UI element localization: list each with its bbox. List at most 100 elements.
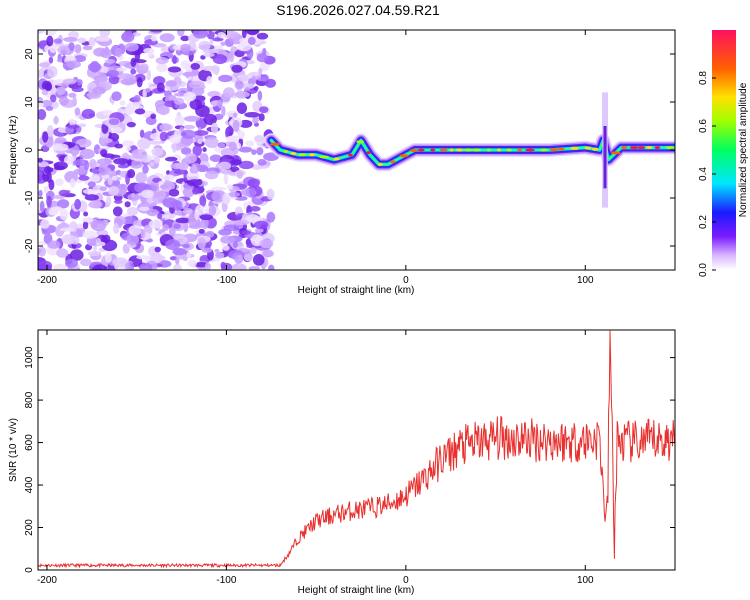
noise-blob bbox=[152, 76, 166, 86]
noise-blob bbox=[153, 156, 160, 164]
snr-y-label: SNR (10 * v/v) bbox=[8, 418, 19, 482]
noise-blob bbox=[199, 195, 207, 207]
noise-blob bbox=[155, 56, 169, 65]
noise-blob bbox=[38, 69, 45, 79]
noise-blob bbox=[43, 185, 49, 194]
noise-blob bbox=[160, 180, 176, 193]
noise-blob bbox=[163, 174, 175, 181]
noise-blob bbox=[248, 266, 260, 270]
ridge-hotspot bbox=[319, 155, 330, 159]
noise-blob bbox=[258, 68, 263, 75]
noise-blob bbox=[210, 186, 227, 191]
noise-blob bbox=[62, 78, 77, 85]
noise-blob bbox=[69, 249, 84, 261]
noise-blob bbox=[232, 241, 238, 248]
noise-blob bbox=[38, 246, 47, 257]
noise-blob bbox=[172, 200, 183, 212]
noise-blob bbox=[112, 257, 129, 268]
noise-blob bbox=[212, 37, 224, 42]
noise-blob bbox=[220, 235, 236, 244]
noise-blob bbox=[96, 158, 113, 166]
noise-blob bbox=[256, 53, 268, 63]
noise-blob bbox=[42, 131, 49, 143]
noise-blob bbox=[180, 35, 190, 42]
noise-blob bbox=[199, 214, 213, 221]
noise-blob bbox=[234, 80, 244, 90]
noise-blob bbox=[82, 188, 98, 195]
noise-blob bbox=[162, 224, 170, 232]
ridge-hotspot bbox=[399, 154, 409, 158]
noise-blob bbox=[74, 44, 82, 54]
noise-blob bbox=[203, 113, 217, 126]
noise-blob bbox=[217, 31, 226, 39]
noise-blob bbox=[218, 143, 226, 148]
noise-blob bbox=[87, 62, 102, 72]
noise-blob bbox=[114, 143, 124, 149]
colorbar-tick-label: 0.0 bbox=[698, 263, 709, 277]
noise-blob bbox=[117, 164, 129, 169]
noise-blob bbox=[91, 220, 107, 232]
noise-blob bbox=[87, 250, 102, 257]
ridge-hotspot bbox=[584, 146, 592, 150]
noise-blob bbox=[238, 160, 254, 170]
noise-blob bbox=[168, 226, 176, 237]
noise-blob bbox=[116, 67, 128, 72]
noise-blob bbox=[108, 118, 120, 126]
noise-blob bbox=[245, 140, 255, 147]
noise-blob bbox=[231, 263, 247, 270]
noise-blob bbox=[173, 263, 182, 270]
noise-blob bbox=[142, 164, 149, 174]
noise-blob bbox=[268, 264, 275, 270]
noise-blob bbox=[218, 74, 233, 83]
spectrogram-y-ticks: -20 -10 0 10 20 bbox=[24, 48, 675, 253]
noise-blob bbox=[104, 58, 116, 64]
noise-blob bbox=[204, 170, 219, 180]
noise-blob bbox=[136, 76, 143, 88]
noise-blob bbox=[124, 42, 139, 52]
noise-blob bbox=[99, 186, 108, 191]
noise-blob bbox=[92, 86, 106, 95]
noise-blob bbox=[180, 147, 192, 155]
noise-blob bbox=[138, 206, 150, 212]
colorbar-tick-label: 0.6 bbox=[698, 119, 709, 133]
noise-blob bbox=[131, 148, 148, 160]
noise-blob bbox=[220, 41, 226, 47]
noise-blob bbox=[135, 171, 148, 184]
noise-blob bbox=[145, 87, 151, 93]
noise-blob bbox=[188, 80, 205, 89]
disturbance-core bbox=[603, 126, 607, 189]
noise-blob bbox=[202, 65, 218, 72]
noise-blob bbox=[168, 188, 180, 197]
noise-blob bbox=[208, 205, 217, 216]
ridge-hotspot bbox=[629, 146, 639, 150]
noise-blob bbox=[111, 175, 118, 181]
noise-blob bbox=[184, 115, 200, 122]
noise-blob bbox=[214, 248, 220, 253]
noise-blob bbox=[107, 185, 120, 196]
ridge-hotspot bbox=[611, 151, 621, 155]
colorbar-tick-label: 0.4 bbox=[698, 167, 709, 181]
ridge-hotspot bbox=[472, 148, 482, 152]
noise-blob bbox=[197, 237, 206, 250]
noise-blob bbox=[132, 32, 142, 37]
noise-blob bbox=[151, 147, 164, 157]
noise-blob bbox=[200, 217, 209, 230]
noise-blob bbox=[180, 129, 196, 139]
ridge-hotspot bbox=[557, 147, 565, 151]
y-tick-label: 800 bbox=[24, 391, 35, 408]
noise-blob bbox=[206, 75, 213, 85]
noise-blob bbox=[159, 131, 168, 142]
noise-blob bbox=[79, 148, 95, 160]
noise-blob bbox=[201, 247, 213, 253]
noise-blob bbox=[101, 174, 110, 179]
noise-blob bbox=[107, 177, 113, 186]
noise-blob bbox=[124, 201, 131, 208]
noise-blob bbox=[230, 159, 243, 166]
noise-blob bbox=[120, 78, 137, 86]
ridge-hotspot bbox=[449, 148, 454, 152]
noise-blob bbox=[192, 187, 200, 195]
noise-blob bbox=[251, 164, 263, 170]
noise-blob bbox=[246, 30, 260, 36]
noise-blob bbox=[136, 255, 150, 260]
ridge-hotspot bbox=[309, 153, 316, 157]
